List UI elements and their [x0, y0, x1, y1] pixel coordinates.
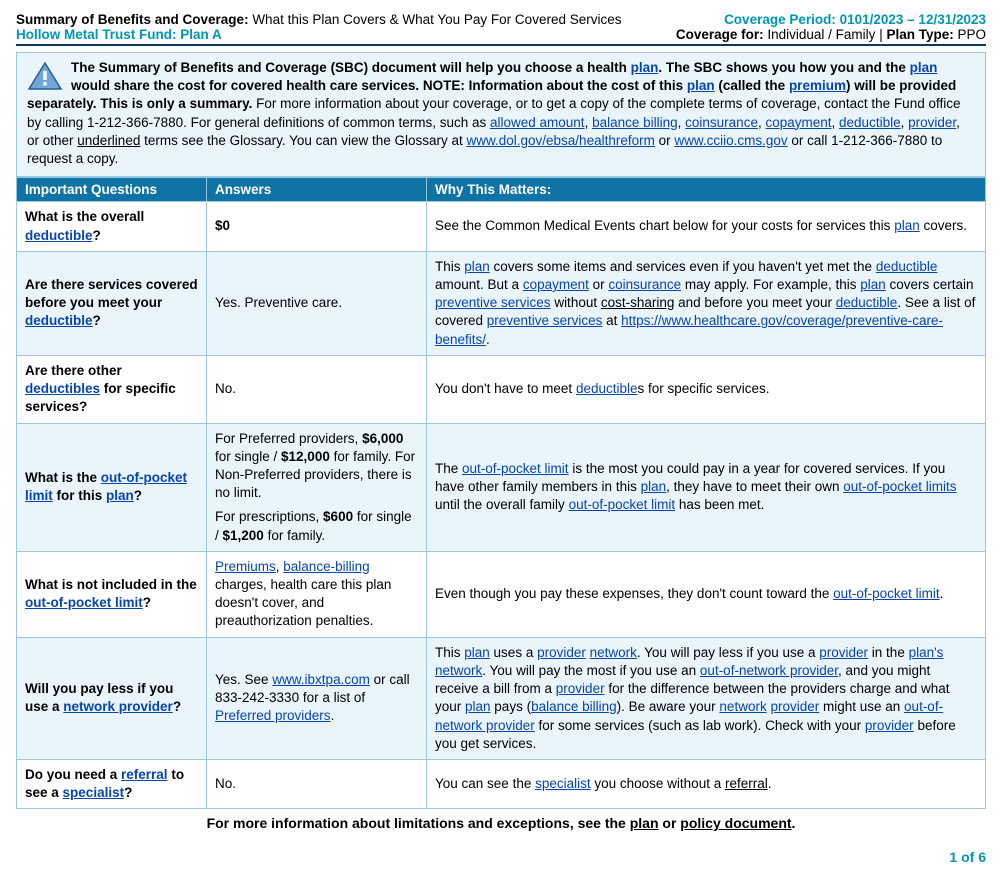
table-header-row: Important Questions Answers Why This Mat… [17, 178, 986, 202]
table-row: What is the overall deductible? $0 See t… [17, 202, 986, 251]
link-plan[interactable]: plan [464, 645, 490, 660]
link-plan[interactable]: plan [894, 218, 920, 233]
link-plan[interactable]: plan [464, 259, 490, 274]
table-row: Will you pay less if you use a network p… [17, 637, 986, 759]
link-referral[interactable]: referral [121, 767, 168, 782]
link-premiums[interactable]: Premiums [215, 559, 276, 574]
link-deductible[interactable]: deductible [25, 313, 93, 328]
link-oon-provider[interactable]: out-of-network provider [700, 663, 838, 678]
link-network[interactable]: network [719, 699, 766, 714]
answer-network: Yes. See www.ibxtpa.com or call 833-242-… [207, 637, 427, 759]
answer-not-included: Premiums, balance-billing charges, healt… [207, 551, 427, 637]
coverage-for: Individual / Family [764, 27, 876, 42]
link-deductible[interactable]: deductible [25, 228, 93, 243]
link-deductibles[interactable]: deductibles [25, 381, 100, 396]
answer-deductible: $0 [207, 202, 427, 251]
coverage-period: 0101/2023 – 12/31/2023 [840, 12, 986, 27]
link-oop-limit[interactable]: out-of-pocket limit [833, 586, 940, 601]
link-provider[interactable]: provider [537, 645, 586, 660]
intro-text: The Summary of Benefits and Coverage (SB… [71, 60, 631, 75]
link-copayment[interactable]: copayment [765, 115, 831, 130]
link-oop-limit[interactable]: out-of-pocket limit [569, 497, 676, 512]
link-balance-billing[interactable]: balance billing [531, 699, 617, 714]
link-copayment[interactable]: copayment [523, 277, 589, 292]
plan-name: Hollow Metal Trust Fund: Plan A [16, 27, 621, 42]
answer-preventive: Yes. Preventive care. [207, 251, 427, 355]
page-number: 1 of 6 [16, 849, 986, 865]
table-row: What is the out-of-pocket limit for this… [17, 423, 986, 551]
answer-oop-limit: For Preferred providers, $6,000 for sing… [207, 423, 427, 551]
link-specialist[interactable]: specialist [535, 776, 591, 791]
link-plan[interactable]: plan [687, 78, 715, 93]
coverage-period-label: Coverage Period: [724, 12, 840, 27]
col-questions: Important Questions [17, 178, 207, 202]
link-oop-limit[interactable]: out-of-pocket limit [25, 595, 143, 610]
link-glossary-cciio[interactable]: www.cciio.cms.gov [674, 133, 787, 148]
document-header: Summary of Benefits and Coverage: What t… [16, 12, 986, 46]
link-provider[interactable]: provider [865, 718, 914, 733]
link-coinsurance[interactable]: coinsurance [608, 277, 681, 292]
link-deductible[interactable]: deductible [876, 259, 938, 274]
link-oop-limits[interactable]: out-of-pocket limits [843, 479, 956, 494]
link-coinsurance[interactable]: coinsurance [685, 115, 758, 130]
link-allowed-amount[interactable]: allowed amount [490, 115, 585, 130]
link-provider[interactable]: provider [819, 645, 868, 660]
col-why: Why This Matters: [427, 178, 986, 202]
header-right: Coverage Period: 0101/2023 – 12/31/2023 … [676, 12, 986, 42]
link-ibxtpa[interactable]: www.ibxtpa.com [272, 672, 370, 687]
link-network[interactable]: network [590, 645, 637, 660]
link-plan[interactable]: plan [860, 277, 886, 292]
link-deductible[interactable]: deductible [839, 115, 901, 130]
footer-note: For more information about limitations a… [16, 815, 986, 831]
link-preferred-providers[interactable]: Preferred providers [215, 708, 331, 723]
col-answers: Answers [207, 178, 427, 202]
link-network-provider[interactable]: network provider [63, 699, 173, 714]
table-row: Are there other deductibles for specific… [17, 355, 986, 423]
alert-icon [27, 61, 63, 91]
link-premium[interactable]: premium [789, 78, 846, 93]
link-oop-limit[interactable]: out-of-pocket limit [462, 461, 569, 476]
link-deductible[interactable]: deductible [836, 295, 898, 310]
link-specialist[interactable]: specialist [63, 785, 125, 800]
plan-type: PPO [954, 27, 986, 42]
link-plan[interactable]: plan [631, 60, 659, 75]
link-plan[interactable]: plan's [909, 645, 944, 660]
plan-type-label: Plan Type: [886, 27, 953, 42]
link-provider[interactable]: provider [556, 681, 605, 696]
sbc-table: Important Questions Answers Why This Mat… [16, 177, 986, 809]
table-row: Do you need a referral to see a speciali… [17, 760, 986, 809]
title-bold: Summary of Benefits and Coverage: [16, 12, 249, 27]
link-glossary-dol[interactable]: www.dol.gov/ebsa/healthreform [467, 133, 655, 148]
link-plan[interactable]: plan [465, 699, 491, 714]
link-deductible[interactable]: deductible [576, 381, 638, 396]
link-network[interactable]: network [435, 663, 482, 678]
coverage-for-label: Coverage for: [676, 27, 764, 42]
link-balance-billing[interactable]: balance billing [592, 115, 678, 130]
table-row: Are there services covered before you me… [17, 251, 986, 355]
link-preventive[interactable]: preventive services [435, 295, 551, 310]
link-plan[interactable]: plan [910, 60, 938, 75]
link-preventive[interactable]: preventive services [487, 313, 603, 328]
intro-box: The Summary of Benefits and Coverage (SB… [16, 52, 986, 177]
header-left: Summary of Benefits and Coverage: What t… [16, 12, 621, 42]
link-plan[interactable]: plan [106, 488, 134, 503]
link-provider[interactable]: provider [770, 699, 819, 714]
link-plan[interactable]: plan [641, 479, 667, 494]
answer-other-deductibles: No. [207, 355, 427, 423]
answer-referral: No. [207, 760, 427, 809]
title-rest: What this Plan Covers & What You Pay For… [249, 12, 622, 27]
link-balance-billing[interactable]: balance-billing [283, 559, 369, 574]
table-row: What is not included in the out-of-pocke… [17, 551, 986, 637]
link-provider[interactable]: provider [908, 115, 956, 130]
